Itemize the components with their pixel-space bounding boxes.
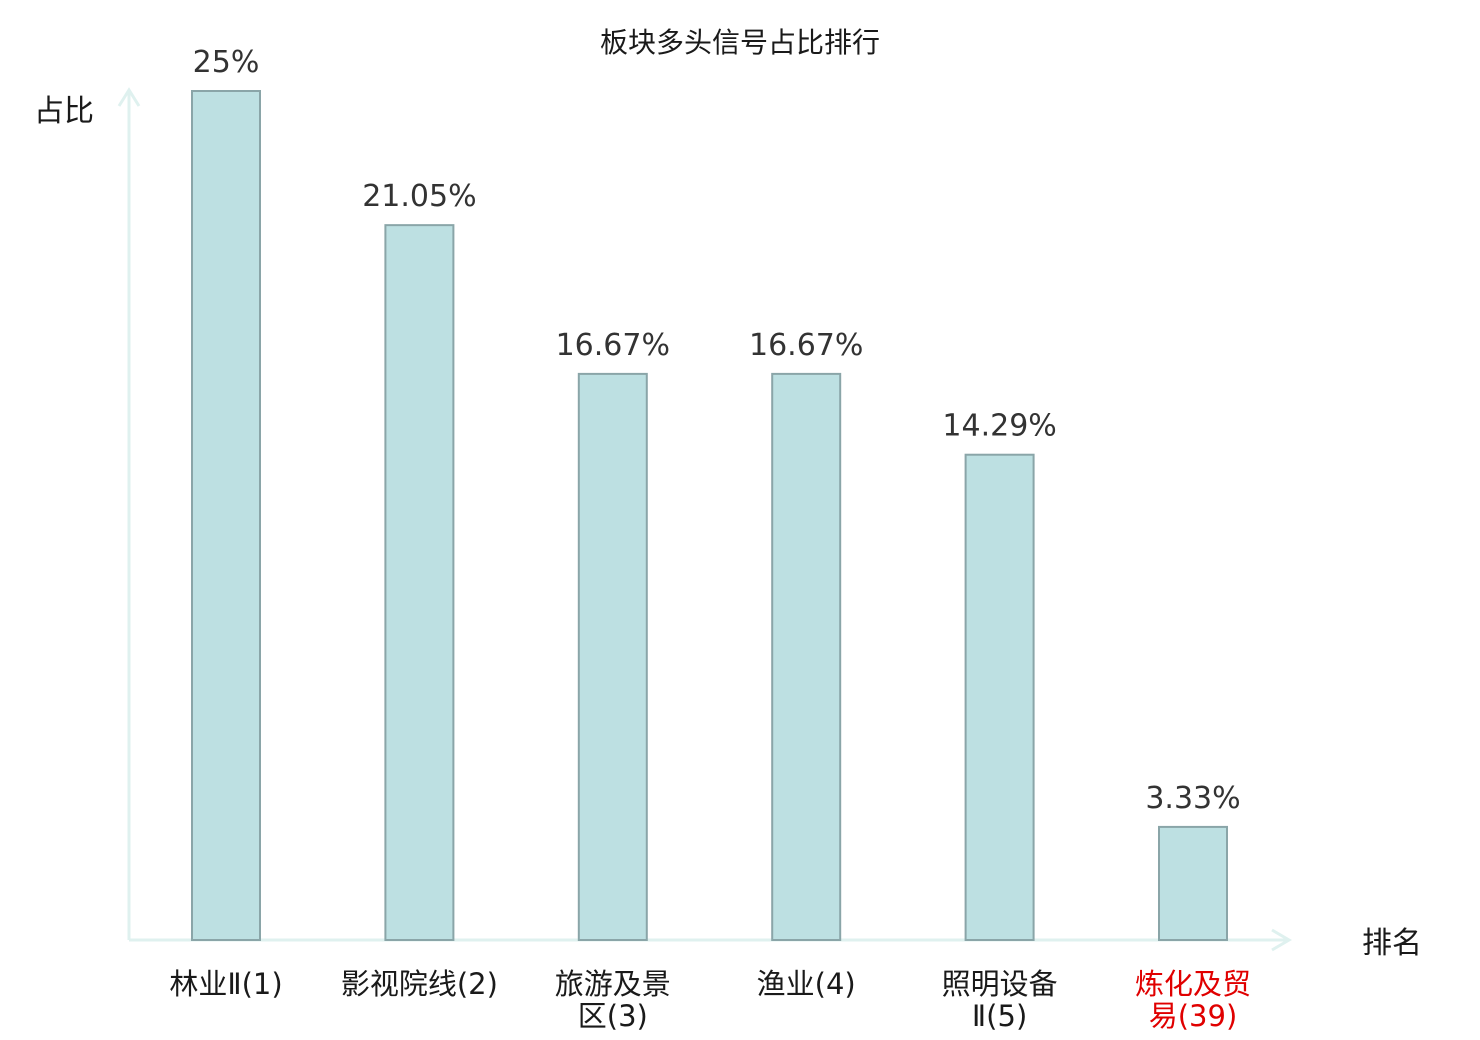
value-labels: 25% 21.05% 16.67% 16.67% 14.29% 3.33% bbox=[193, 45, 1241, 816]
category-label-3: 旅游及景区(3) bbox=[555, 967, 671, 1033]
value-label-1: 25% bbox=[193, 45, 260, 80]
category-label-4: 渔业(4) bbox=[757, 967, 856, 1001]
category-label-5: 照明设备 Ⅱ(5) bbox=[942, 967, 1058, 1033]
category-label-line: 炼化及贸 bbox=[1135, 967, 1251, 1001]
y-axis-arrow bbox=[117, 87, 141, 107]
category-labels: 林业Ⅱ(1) 影视院线(2) 旅游及景区(3) 渔业(4) 照明设备 Ⅱ(5) 炼化及贸易(… bbox=[169, 967, 1251, 1033]
category-label-1: 林业Ⅱ(1) bbox=[169, 967, 282, 1001]
bar-4 bbox=[771, 372, 842, 942]
value-label-6: 3.33% bbox=[1145, 781, 1240, 816]
category-label-line: Ⅱ(5) bbox=[972, 999, 1027, 1033]
category-label-line: 旅游及景 bbox=[555, 967, 671, 1001]
category-label-6: 炼化及贸易(39) bbox=[1135, 967, 1251, 1033]
bar-6 bbox=[1158, 825, 1228, 942]
x-axis-label: 排名 bbox=[1362, 926, 1422, 961]
category-label-2: 影视院线(2) bbox=[341, 967, 498, 1001]
bar-series bbox=[191, 90, 1228, 942]
value-label-2: 21.05% bbox=[362, 179, 476, 214]
bar-1 bbox=[191, 90, 261, 941]
chart-title: 板块多头信号占比排行 bbox=[600, 26, 880, 59]
bar-3 bbox=[577, 372, 648, 942]
value-label-3: 16.67% bbox=[556, 328, 670, 363]
category-label-line: 影视院线(2) bbox=[341, 967, 498, 1001]
bar-2 bbox=[384, 224, 455, 941]
category-label-line: 林业Ⅱ(1) bbox=[169, 967, 282, 1001]
category-label-line: 易(39) bbox=[1149, 999, 1238, 1033]
category-label-line: 渔业(4) bbox=[757, 967, 856, 1001]
category-label-line: 照明设备 bbox=[942, 967, 1058, 1001]
category-label-line: 区(3) bbox=[578, 999, 648, 1033]
y-axis-label: 占比 bbox=[34, 94, 94, 129]
value-label-4: 16.67% bbox=[749, 328, 863, 363]
bar-5 bbox=[964, 453, 1035, 941]
value-label-5: 14.29% bbox=[942, 409, 1056, 444]
x-axis-arrow bbox=[1271, 928, 1292, 952]
